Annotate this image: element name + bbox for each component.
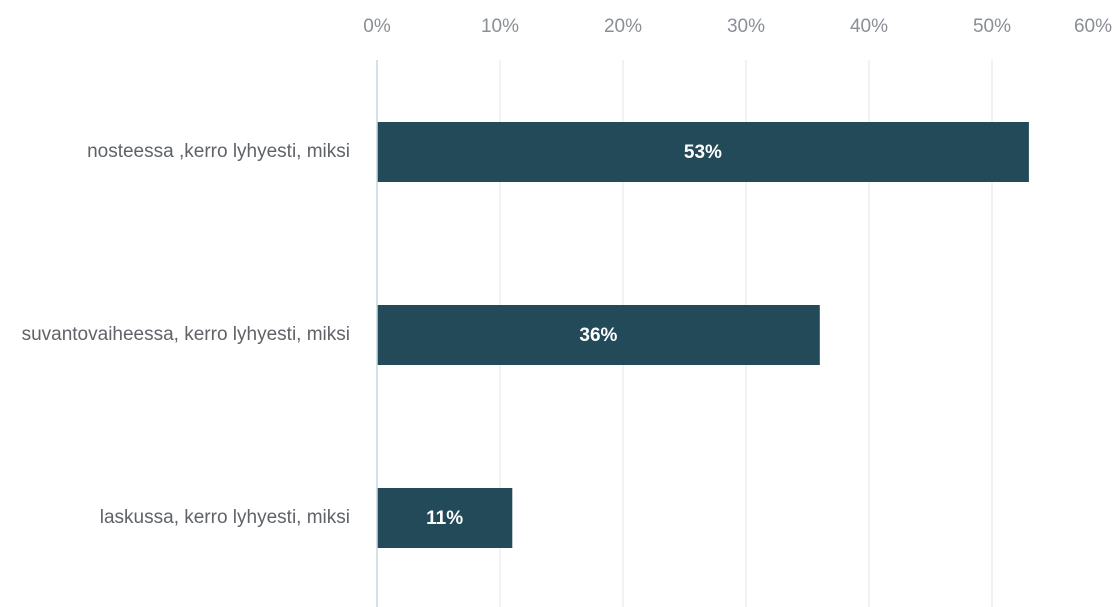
data-label: 11% [426,508,463,529]
x-tick-label: 30% [727,16,765,37]
x-tick-label: 50% [973,16,1011,37]
bar [377,122,1029,182]
category-label: laskussa, kerro lyhyesti, miksi [100,507,350,528]
x-axis-ticks: 0% 10% 20% 30% 40% 50% 60% [363,16,1112,37]
x-tick-label: 10% [481,16,519,37]
category-label: suvantovaiheessa, kerro lyhyesti, miksi [22,324,350,345]
x-tick-label: 0% [363,16,391,37]
category-label: nosteessa ,kerro lyhyesti, miksi [87,141,350,162]
x-tick-label: 60% [1074,16,1112,37]
bars: 53% 36% 11% [377,122,1029,548]
category-labels: nosteessa ,kerro lyhyesti, miksi suvantov… [22,141,350,528]
data-label: 53% [684,142,722,163]
x-tick-label: 20% [604,16,642,37]
x-tick-label: 40% [850,16,888,37]
bar [377,305,820,365]
data-label: 36% [579,325,617,346]
bar [377,488,513,548]
